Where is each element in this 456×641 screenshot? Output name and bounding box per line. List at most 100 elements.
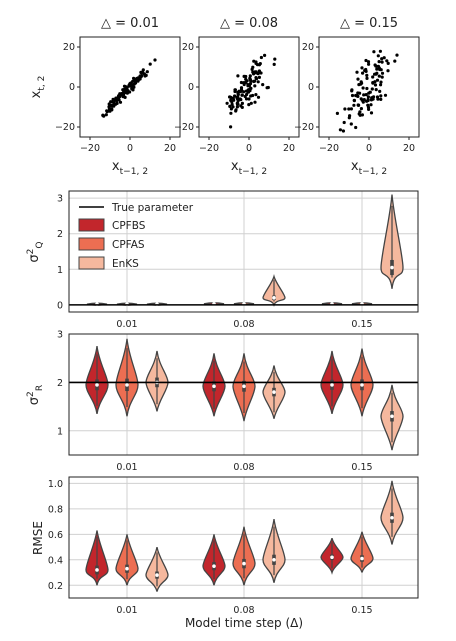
- x-tick-label: 0.01: [116, 462, 137, 473]
- scatter-point: [335, 111, 339, 115]
- violin-panel-1: 0 1 2 3 0.01 0.08 0.15: [57, 190, 419, 330]
- y-tick-label: 0.2: [48, 581, 63, 592]
- scatter-point: [375, 71, 379, 75]
- scatter-point: [356, 77, 360, 81]
- scatter-title: △ = 0.08: [220, 16, 278, 31]
- scatter-point: [360, 113, 364, 117]
- scatter-point: [350, 93, 355, 98]
- scatter-point: [359, 107, 363, 111]
- scatter-point: [133, 79, 137, 83]
- scatter-point: [364, 67, 368, 72]
- scatter-point: [377, 74, 381, 78]
- x-tick-label: 20: [403, 143, 415, 154]
- scatter-point: [239, 86, 244, 90]
- scatter-point: [138, 75, 142, 79]
- violin-median: [125, 566, 129, 571]
- scatter-point: [236, 92, 240, 97]
- violin-median: [272, 390, 276, 394]
- scatter-point: [137, 77, 141, 82]
- scatter-point: [248, 82, 253, 86]
- scatter-point: [107, 106, 111, 110]
- scatter-point: [228, 95, 232, 99]
- scatter-point: [252, 59, 256, 63]
- y-tick-label: 0: [57, 300, 63, 311]
- plot-frame: [68, 333, 419, 456]
- scatter-point: [110, 108, 114, 112]
- scatter-point: [367, 107, 371, 111]
- violin-median: [360, 383, 364, 387]
- plot-frame: [68, 190, 419, 313]
- scatter-point: [244, 97, 249, 101]
- scatter-point: [249, 86, 253, 90]
- scatter-point: [248, 74, 252, 78]
- x-tick-label: 0.01: [116, 319, 137, 330]
- scatter-point: [242, 90, 246, 94]
- legend-label: True parameter: [111, 202, 194, 214]
- x-tick-label: 0.08: [233, 319, 254, 330]
- x-tick-label: 0.15: [351, 319, 372, 330]
- x-tick-label: −20: [319, 143, 339, 154]
- scatter-point: [375, 67, 379, 71]
- scatter-point: [383, 93, 388, 97]
- y-tick-label: 0: [69, 82, 75, 93]
- legend-swatch-cpfas: [78, 237, 105, 251]
- y-tick-label: 3: [57, 194, 63, 205]
- legend-label: EnKS: [112, 258, 139, 270]
- scatter-point: [253, 84, 257, 88]
- scatter-point: [358, 91, 362, 95]
- scatter-point: [142, 72, 146, 76]
- scatter-point: [148, 62, 152, 66]
- scatter-point: [369, 98, 373, 102]
- scatter-point: [235, 97, 240, 101]
- scatter-point: [374, 88, 378, 92]
- scatter-point: [354, 125, 358, 130]
- scatter-point: [378, 89, 382, 93]
- scatter-point: [265, 86, 269, 90]
- scatter-point: [131, 79, 135, 83]
- scatter-point: [228, 104, 232, 108]
- scatter-panel-2: △ = 0.08 −20 −20 0 0 20 20: [174, 16, 300, 154]
- scatter-point: [355, 70, 359, 74]
- x-tick-label: 0.01: [116, 605, 137, 616]
- scatter-point: [272, 62, 276, 66]
- y-tick-label: 20: [63, 42, 75, 53]
- scatter-point: [378, 49, 382, 53]
- scatter-point: [359, 80, 363, 84]
- x-tick-label: 0.15: [351, 605, 372, 616]
- violin-median: [242, 561, 246, 566]
- scatter-point: [347, 107, 351, 111]
- scatter-point: [357, 112, 361, 116]
- scatter-point: [273, 57, 277, 61]
- scatter-point: [244, 89, 249, 93]
- scatter-point: [139, 70, 143, 74]
- scatter-point: [259, 55, 263, 60]
- violin-median: [390, 414, 394, 419]
- scatter-point: [379, 83, 383, 87]
- x-tick-label: 0.15: [351, 462, 372, 473]
- scatter-point: [240, 93, 244, 97]
- scatter-xlabel: xt−1, 2: [112, 159, 148, 177]
- y-tick-label: 0: [308, 82, 314, 93]
- scatter-point: [101, 113, 105, 117]
- scatter-point: [361, 71, 365, 75]
- scatter-point: [357, 83, 361, 87]
- scatter-point: [393, 59, 397, 63]
- scatter-point: [365, 73, 369, 77]
- scatter-point: [366, 103, 370, 107]
- scatter-point: [360, 66, 364, 70]
- scatter-point: [254, 93, 258, 97]
- scatter-point: [382, 56, 386, 60]
- scatter-point: [113, 98, 117, 103]
- scatter-point: [243, 94, 247, 99]
- scatter-point: [118, 100, 123, 104]
- y-tick-label: −20: [294, 122, 314, 133]
- y-axis-label-q: σ2Q: [26, 241, 45, 262]
- scatter-point: [377, 60, 381, 64]
- y-tick-label: 1: [57, 426, 63, 437]
- scatter-point: [380, 75, 384, 79]
- y-tick-label: 20: [182, 42, 194, 53]
- scatter-point: [366, 97, 370, 102]
- scatter-point: [237, 89, 241, 93]
- scatter-point: [365, 86, 369, 91]
